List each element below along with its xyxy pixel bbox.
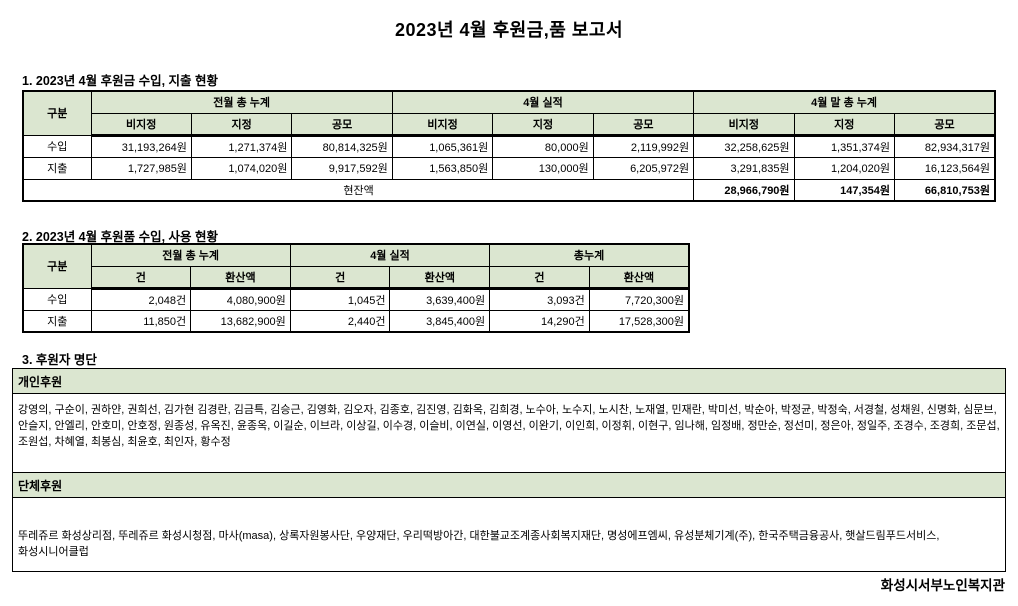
table-row: 비지정 지정 공모 비지정 지정 공모 비지정 지정 공모 [23,112,996,137]
subheader: 지정 [190,112,293,137]
row-label-expense: 지출 [22,156,92,180]
col-group-label: 구분 [22,243,92,289]
balance-label: 현잔액 [22,178,695,202]
subheader: 비지정 [90,112,192,137]
subheader: 건 [289,265,391,290]
balance-amount: 28,966,790원 [693,178,795,202]
amount-cell: 80,814,325원 [291,134,393,158]
balance-row: 현잔액 28,966,790원 147,354원 66,810,753원 [22,178,996,202]
table-row: 건 환산액 건 환산액 건 환산액 [23,265,690,290]
subheader: 환산액 [389,265,491,290]
amount-cell: 17,528,300원 [588,309,690,333]
amount-cell: 7,720,300원 [588,287,690,311]
amount-cell: 1,563,850원 [391,156,494,180]
amount-cell: 1,045건 [289,287,391,311]
subheader: 환산액 [190,265,291,290]
page-title: 2023년 4월 후원금,품 보고서 [394,20,624,40]
subheader: 건 [489,265,590,290]
funds-table: 구분 전월 총 누계 4월 실적 4월 말 총 누계 비지정 지정 공모 비지정… [22,90,996,202]
subheader: 지정 [793,112,896,137]
amount-cell: 3,093건 [489,287,590,311]
amount-cell: 2,119,992원 [592,134,695,158]
section2-heading: 2. 2023년 4월 후원품 수입, 사용 현황 [22,230,218,244]
subheader: 건 [90,265,192,290]
amount-cell: 14,290건 [489,309,590,333]
row-label-income: 수입 [22,287,92,311]
organization-donor-names: 뚜레쥬르 화성상리점, 뚜레쥬르 화성시청점, 마사(masa), 상록자원봉사… [18,530,940,558]
subheader: 비지정 [693,112,795,137]
col-group-label: 구분 [22,90,92,136]
subheader: 공모 [291,112,393,137]
amount-cell: 80,000원 [492,134,594,158]
amount-cell: 31,193,264원 [90,134,192,158]
amount-cell: 1,074,020원 [190,156,293,180]
subheader: 비지정 [391,112,494,137]
amount-cell: 3,845,400원 [389,309,491,333]
individual-donor-names: 강영의, 구순이, 권하얀, 권희선, 김가현 김경란, 김금특, 김승근, 김… [18,404,1000,448]
table-row: 구분 전월 총 누계 4월 실적 4월 말 총 누계 [22,90,996,136]
table-row: 지출 11,850건 13,682,900원 2,440건 3,845,400원… [22,309,690,333]
group-header-prev-total: 전월 총 누계 [90,243,291,267]
amount-cell: 1,204,020원 [793,156,896,180]
table-row: 수입 2,048건 4,080,900원 1,045건 3,639,400원 3… [22,287,690,311]
amount-cell: 2,440건 [289,309,391,333]
individual-donor-header: 개인후원 [13,369,1005,394]
amount-cell: 1,271,374원 [190,134,293,158]
balance-amount: 66,810,753원 [894,178,996,202]
subheader: 공모 [592,112,695,137]
organization-donor-box: 단체후원 뚜레쥬르 화성상리점, 뚜레쥬르 화성시청점, 마사(masa), 상… [12,472,1006,572]
amount-cell: 4,080,900원 [190,287,291,311]
group-header-end-total: 4월 말 총 누계 [693,90,996,114]
table-row: 구분 전월 총 누계 4월 실적 총누계 [22,243,690,289]
table-row: 수입 31,193,264원 1,271,374원 80,814,325원 1,… [22,134,996,158]
amount-cell: 32,258,625원 [693,134,795,158]
amount-cell: 6,205,972원 [592,156,695,180]
group-header-prev-total: 전월 총 누계 [90,90,393,114]
subheader: 지정 [492,112,594,137]
amount-cell: 2,048건 [90,287,192,311]
amount-cell: 82,934,317원 [894,134,996,158]
group-header-april: 4월 실적 [289,243,491,267]
amount-cell: 130,000원 [492,156,594,180]
amount-cell: 9,917,592원 [291,156,393,180]
row-label-expense: 지출 [22,309,92,333]
subheader: 환산액 [588,265,690,290]
organization-name: 화성시서부노인복지관 [880,578,1005,593]
section1-heading: 1. 2023년 4월 후원금 수입, 지출 현황 [22,74,218,88]
amount-cell: 3,291,835원 [693,156,795,180]
subheader: 공모 [894,112,996,137]
amount-cell: 16,123,564원 [894,156,996,180]
amount-cell: 13,682,900원 [190,309,291,333]
amount-cell: 11,850건 [90,309,192,333]
amount-cell: 1,065,361원 [391,134,494,158]
group-header-grand-total: 총누계 [489,243,690,267]
organization-donor-header: 단체후원 [13,473,1005,498]
amount-cell: 1,727,985원 [90,156,192,180]
row-label-income: 수입 [22,134,92,158]
amount-cell: 3,639,400원 [389,287,491,311]
individual-donor-box: 개인후원 강영의, 구순이, 권하얀, 권희선, 김가현 김경란, 김금특, 김… [12,368,1006,474]
group-header-april: 4월 실적 [391,90,695,114]
amount-cell: 1,351,374원 [793,134,896,158]
section3-heading: 3. 후원자 명단 [22,353,97,367]
table-row: 지출 1,727,985원 1,074,020원 9,917,592원 1,56… [22,156,996,180]
goods-table: 구분 전월 총 누계 4월 실적 총누계 건 환산액 건 환산액 건 환산액 수… [22,243,690,333]
balance-amount: 147,354원 [793,178,896,202]
